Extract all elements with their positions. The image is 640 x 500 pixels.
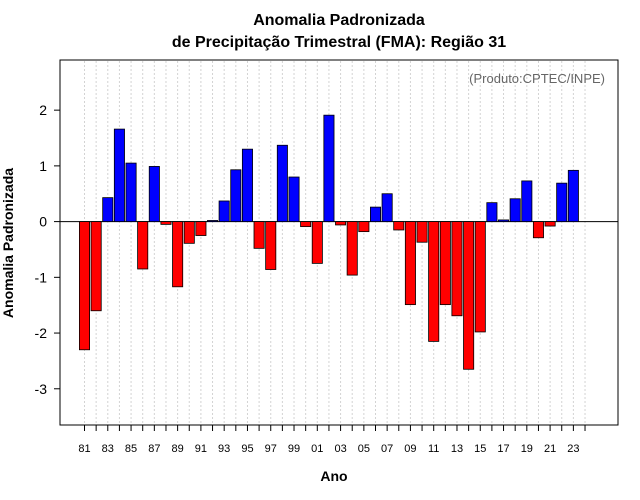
y-tick-label: 1: [39, 158, 47, 174]
bar-81: [79, 221, 91, 351]
bar-98: [276, 144, 288, 222]
bar-86: [137, 221, 149, 270]
y-tick-label: -3: [35, 381, 48, 397]
bar-16: [486, 202, 498, 223]
bar-18: [509, 198, 521, 223]
x-tick-label: 93: [218, 443, 230, 455]
x-tick-label: 89: [171, 443, 183, 455]
bar-09: [404, 221, 416, 306]
bars: [79, 114, 579, 370]
y-tick-label: -1: [35, 269, 48, 285]
bar-22: [556, 182, 568, 222]
bar-06: [369, 206, 381, 223]
bar-10: [416, 221, 428, 243]
bar-83: [102, 197, 114, 222]
x-axis-title: Ano: [320, 468, 347, 484]
y-tick-label: -2: [35, 325, 48, 341]
x-tick-label: 03: [334, 443, 346, 455]
x-tick-label: 23: [567, 443, 579, 455]
plot-frame: [59, 59, 619, 426]
bar-94: [230, 169, 242, 222]
bar-92: [207, 220, 219, 223]
bar-02: [323, 114, 335, 223]
bar-89: [172, 221, 184, 288]
x-tick-label: 17: [497, 443, 509, 455]
bar-20: [532, 221, 544, 239]
bar-85: [125, 162, 137, 222]
bar-04: [346, 221, 358, 276]
bar-95: [241, 148, 253, 223]
bar-03: [335, 221, 347, 226]
bar-08: [393, 221, 405, 231]
y-tick-label: 0: [39, 214, 47, 230]
bar-21: [544, 221, 556, 227]
bar-96: [253, 221, 265, 249]
x-tick-label: 95: [241, 443, 253, 455]
bar-11: [428, 221, 440, 342]
x-tick-label: 01: [311, 443, 323, 455]
bar-00: [300, 221, 312, 228]
bar-15: [474, 221, 486, 333]
x-tick-label: 15: [474, 443, 486, 455]
bar-91: [195, 221, 207, 236]
bar-82: [90, 221, 102, 312]
bar-14: [463, 221, 475, 370]
bar-12: [439, 221, 451, 306]
chart-title: Anomalia Padronizada: [253, 12, 425, 29]
bar-01: [311, 221, 323, 264]
x-tick-label: 19: [521, 443, 533, 455]
x-axis: 81 83 85 87 89 91 93 95 97 99 01 03 05 07 09 11 13 15 17 19…: [78, 425, 586, 455]
x-tick-label: 13: [451, 443, 463, 455]
y-tick-label: 2: [39, 102, 47, 118]
x-tick-label: 85: [125, 443, 137, 455]
x-tick-label: 21: [544, 443, 556, 455]
bar-17: [498, 219, 510, 222]
x-tick-label: 05: [358, 443, 370, 455]
bar-90: [183, 221, 195, 244]
x-tick-label: 07: [381, 443, 393, 455]
bar-84: [113, 128, 125, 223]
bar-99: [288, 176, 300, 223]
vertical-gridlines: [84, 61, 586, 424]
x-tick-label: 81: [78, 443, 90, 455]
credit-label: (Produto:CPTEC/INPE): [469, 71, 605, 86]
bar-05: [358, 221, 370, 233]
x-tick-label: 83: [102, 443, 114, 455]
x-tick-label: 97: [265, 443, 277, 455]
y-axis: -3 -2 -1 0 1 2: [35, 102, 60, 397]
bar-07: [381, 193, 393, 223]
x-tick-label: 99: [288, 443, 300, 455]
bar-93: [218, 200, 230, 222]
x-tick-label: 87: [148, 443, 160, 455]
bar-13: [451, 221, 463, 317]
bar-88: [160, 221, 172, 225]
bar-87: [148, 166, 160, 223]
bar-23: [567, 169, 579, 223]
y-axis-title: Anomalia Padronizada: [0, 168, 16, 318]
bar-97: [265, 221, 277, 270]
x-tick-label: 11: [428, 443, 439, 455]
chart-subtitle: de Precipitação Trimestral (FMA): Região…: [172, 34, 506, 51]
bar-19: [521, 180, 533, 222]
x-tick-label: 91: [195, 443, 207, 455]
x-tick-label: 09: [404, 443, 416, 455]
